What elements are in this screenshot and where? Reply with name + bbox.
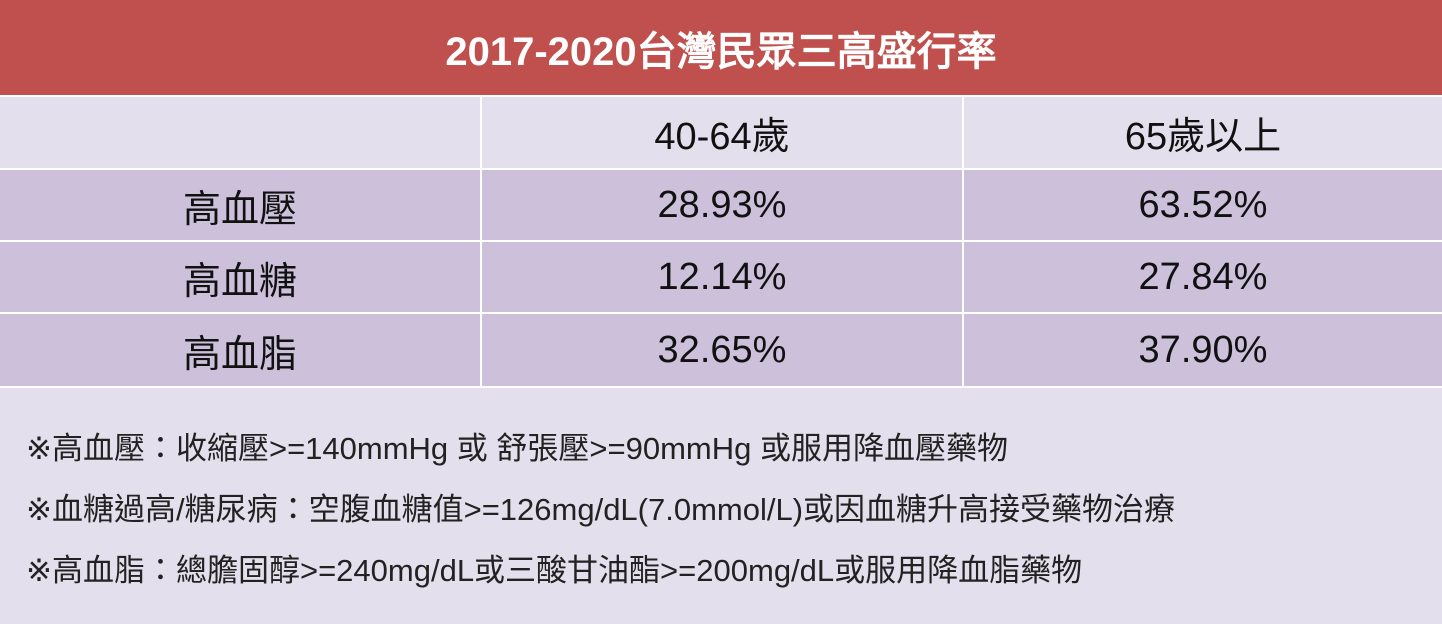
row-label: 高血壓: [0, 170, 480, 240]
cell: 63.52%: [964, 170, 1442, 240]
row-label: 高血脂: [0, 314, 480, 386]
column-header: 65歲以上: [964, 97, 1442, 168]
header-cell: [0, 97, 480, 168]
cell: 27.84%: [964, 242, 1442, 312]
cell: 28.93%: [482, 170, 962, 240]
column-header: 40-64歲: [482, 97, 962, 168]
table-title: 2017-2020台灣民眾三高盛行率: [0, 0, 1442, 95]
row-label: 高血糖: [0, 242, 480, 312]
cell: 12.14%: [482, 242, 962, 312]
note: ※高血壓：收縮壓>=140mmHg 或 舒張壓>=90mmHg 或服用降血壓藥物: [26, 431, 1008, 466]
notes: ※高血壓：收縮壓>=140mmHg 或 舒張壓>=90mmHg 或服用降血壓藥物…: [0, 388, 1442, 624]
cell: 37.90%: [964, 314, 1442, 386]
note: ※血糖過高/糖尿病：空腹血糖值>=126mg/dL(7.0mmol/L)或因血糖…: [26, 492, 1176, 527]
cell: 32.65%: [482, 314, 962, 386]
note: ※高血脂：總膽固醇>=240mg/dL或三酸甘油酯>=200mg/dL或服用降血…: [26, 553, 1083, 588]
